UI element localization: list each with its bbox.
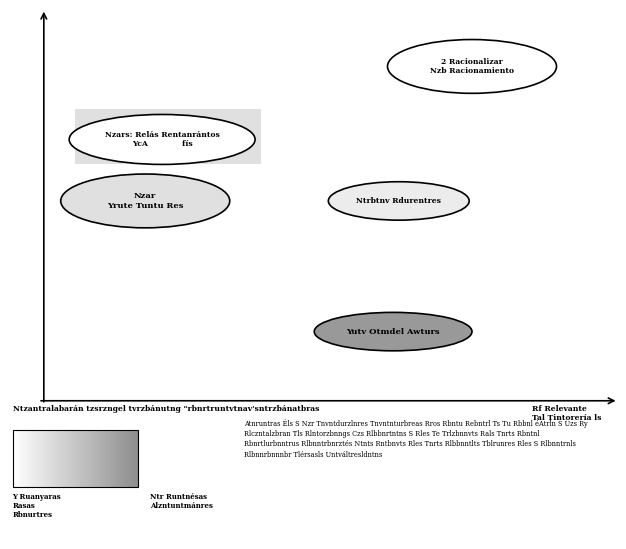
Text: Nzars: Relás Rentanrántos
YcA             fís: Nzars: Relás Rentanrántos YcA fís [105, 131, 220, 148]
Bar [76, 430, 78, 487]
Bar [114, 430, 116, 487]
Bar [72, 430, 74, 487]
Bar [43, 430, 44, 487]
Bar [91, 430, 93, 487]
Bar [131, 430, 133, 487]
Bar [119, 430, 120, 487]
Text: Ntzantralabarán tzsrzngel tvrzbánutng "rbnrtruntvtnav'sntrzbánatbras: Ntzantralabarán tzsrzngel tvrzbánutng "r… [13, 405, 319, 413]
Text: 2 Racionalizar
Nzb Racionamiento: 2 Racionalizar Nzb Racionamiento [430, 58, 514, 75]
Bar [59, 430, 61, 487]
Bar [58, 430, 59, 487]
Bar [118, 430, 119, 487]
Bar [41, 430, 43, 487]
Bar [83, 430, 85, 487]
Bar [108, 430, 110, 487]
Bar [75, 109, 260, 165]
Bar [33, 430, 34, 487]
Bar [55, 430, 56, 487]
Text: Y Ruanyaras
Rasas
Rbnurtres: Y Ruanyaras Rasas Rbnurtres [13, 492, 61, 519]
Bar [105, 430, 106, 487]
Bar [135, 430, 136, 487]
Bar [51, 430, 53, 487]
Bar [120, 430, 122, 487]
Bar [14, 430, 16, 487]
Bar [95, 430, 97, 487]
Bar [63, 430, 64, 487]
Bar [20, 430, 22, 487]
Bar [125, 430, 126, 487]
Bar [80, 430, 81, 487]
Bar [30, 430, 31, 487]
Bar [34, 430, 36, 487]
Bar [122, 430, 124, 487]
Bar [97, 430, 99, 487]
Bar [133, 430, 135, 487]
Text: Rf Relevante
Tal Tintorería ls: Rf Relevante Tal Tintorería ls [532, 405, 602, 422]
Bar [85, 430, 86, 487]
Bar [50, 430, 51, 487]
Bar [78, 430, 80, 487]
Ellipse shape [314, 312, 472, 351]
Bar [64, 430, 66, 487]
Ellipse shape [328, 182, 470, 220]
Bar [136, 430, 138, 487]
Ellipse shape [387, 40, 557, 93]
Bar [93, 430, 94, 487]
Bar [47, 430, 49, 487]
Bar [38, 430, 39, 487]
Bar [23, 430, 25, 487]
Bar [71, 430, 72, 487]
Bar [28, 430, 30, 487]
Text: Nzar
Yrute Tuntu Res: Nzar Yrute Tuntu Res [107, 192, 183, 210]
Bar [94, 430, 95, 487]
Bar [75, 430, 76, 487]
Bar [19, 430, 20, 487]
Bar [99, 430, 100, 487]
Bar [66, 430, 68, 487]
Bar [16, 430, 18, 487]
Bar [13, 430, 14, 487]
Bar [68, 430, 69, 487]
Bar [25, 430, 27, 487]
Ellipse shape [69, 115, 255, 164]
Bar [123, 430, 125, 487]
Bar [61, 430, 63, 487]
Bar [111, 430, 113, 487]
Text: Yutv Otmdel Awturs: Yutv Otmdel Awturs [346, 328, 440, 335]
Bar [81, 430, 83, 487]
Bar [18, 430, 19, 487]
Bar [36, 430, 38, 487]
Text: Ntrbtnv Rdurentres: Ntrbtnv Rdurentres [356, 197, 441, 205]
Bar [22, 430, 24, 487]
Bar [86, 430, 88, 487]
Text: Ntr Runtnésas
Alzntuntmánres: Ntr Runtnésas Alzntuntmánres [150, 492, 213, 510]
Bar [46, 430, 47, 487]
Bar [110, 430, 111, 487]
Bar [101, 430, 103, 487]
Bar [128, 430, 130, 487]
Text: Atnruntras Éls S Nzr Tnvntdurzlnres Tnvntnturbreas Rros Rbntu Rebntrl Ts Tu Rbbn: Atnruntras Éls S Nzr Tnvntdurzlnres Tnvn… [244, 418, 588, 459]
Bar [31, 430, 33, 487]
Bar [13, 430, 138, 487]
Bar [113, 430, 114, 487]
Bar [126, 430, 128, 487]
Bar [106, 430, 108, 487]
Bar [88, 430, 89, 487]
Bar [39, 430, 41, 487]
Bar [116, 430, 118, 487]
Bar [100, 430, 101, 487]
Text: Rf Relevante
Tal Tintorería ls: Rf Relevante Tal Tintorería ls [16, 0, 85, 1]
Bar [53, 430, 55, 487]
Bar [56, 430, 58, 487]
Bar [74, 430, 75, 487]
Bar [90, 430, 91, 487]
Bar [44, 430, 46, 487]
Ellipse shape [61, 174, 230, 228]
Bar [69, 430, 71, 487]
Bar [103, 430, 105, 487]
Bar [49, 430, 50, 487]
Bar [26, 430, 28, 487]
Bar [130, 430, 131, 487]
